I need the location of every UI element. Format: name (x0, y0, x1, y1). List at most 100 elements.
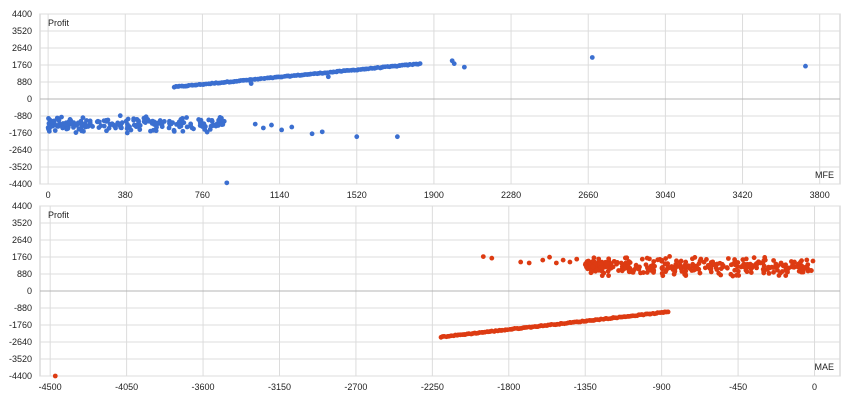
scatter-point (638, 270, 643, 276)
scatter-point (644, 255, 650, 261)
scatter-point (125, 123, 130, 129)
y-tick-label: 2640 (12, 235, 32, 245)
scatter-point (665, 309, 671, 315)
scatter-point (354, 134, 360, 140)
x-axis-label: MAE (814, 362, 834, 372)
y-tick-label: -4400 (9, 371, 32, 381)
scatter-point (708, 264, 714, 270)
y-tick-label: 880 (17, 269, 32, 279)
scatter-point (770, 265, 776, 270)
scatter-point (73, 130, 79, 135)
scatter-point (101, 123, 107, 129)
scatter-point (760, 266, 766, 272)
scatter-point (171, 127, 177, 133)
x-tick-label: 1900 (424, 190, 444, 200)
scatter-point (75, 120, 81, 126)
scatter-point (732, 267, 738, 273)
scatter-point (743, 256, 749, 262)
x-tick-label: 2660 (578, 190, 598, 200)
y-tick-label: 0 (27, 94, 32, 104)
scatter-point (697, 270, 703, 276)
scatter-point (589, 55, 595, 60)
x-tick-label: 3420 (733, 190, 753, 200)
scatter-point (598, 265, 604, 270)
scatter-point (141, 115, 147, 121)
scatter-point (674, 258, 679, 264)
scatter-point (119, 125, 124, 131)
x-tick-label: 3800 (810, 190, 830, 200)
scatter-point (622, 266, 627, 271)
x-tick-label: 380 (118, 190, 133, 200)
x-tick-label: 2280 (501, 190, 521, 200)
scatter-point (636, 266, 642, 272)
x-tick-label: 0 (812, 382, 817, 392)
scatter-point (714, 261, 720, 267)
scatter-point (145, 116, 151, 122)
scatter-point (134, 122, 139, 128)
y-tick-label: 3520 (12, 26, 32, 36)
y-tick-label: -1760 (9, 320, 32, 330)
scatter-point (672, 266, 678, 272)
scatter-point (289, 124, 295, 130)
scatter-point (325, 74, 331, 80)
x-tick-label: -2250 (421, 382, 444, 392)
scatter-point (756, 259, 762, 265)
y-tick-label: -1760 (9, 128, 32, 138)
scatter-point (248, 81, 254, 86)
scatter-point (801, 266, 807, 272)
scatter-point (765, 266, 770, 272)
x-tick-label: 3040 (655, 190, 675, 200)
x-tick-label: -450 (729, 382, 747, 392)
scatter-point (744, 269, 750, 275)
scatter-point (590, 264, 596, 270)
scatter-point (451, 61, 457, 67)
scatter-point (309, 131, 315, 137)
scatter-point (783, 273, 789, 278)
scatter-point (696, 261, 702, 266)
scatter-point (125, 116, 131, 122)
scatter-point (610, 264, 616, 270)
scatter-point (65, 126, 71, 132)
scatter-point (655, 257, 661, 263)
scatter-point (725, 256, 731, 261)
y-tick-label: 3520 (12, 218, 32, 228)
scatter-point (119, 120, 125, 126)
scatter-point (741, 262, 746, 267)
scatter-point (141, 119, 147, 124)
scatter-point (260, 125, 266, 131)
x-tick-label: -1800 (497, 382, 520, 392)
scatter-point (677, 259, 683, 265)
scatter-point (586, 258, 591, 264)
scatter-point (217, 115, 223, 120)
x-tick-label: -900 (653, 382, 671, 392)
scatter-point (771, 269, 776, 275)
x-tick-label: -3600 (192, 382, 215, 392)
scatter-point (804, 257, 810, 263)
scatter-point (109, 121, 115, 127)
scatter-point (184, 124, 190, 130)
scatter-point (749, 262, 755, 268)
scatter-point (319, 129, 325, 135)
scatter-point (560, 257, 566, 263)
scatter-point (724, 265, 730, 270)
scatter-point (209, 117, 215, 123)
x-axis-label: MFE (815, 170, 834, 180)
scatter-point (547, 254, 552, 260)
x-tick-label: -2700 (344, 382, 367, 392)
scatter-point (803, 63, 808, 69)
y-tick-label: 0 (27, 286, 32, 296)
scatter-point (606, 273, 611, 279)
x-tick-label: -1350 (574, 382, 597, 392)
x-tick-label: 1140 (270, 190, 289, 200)
scatter-point (50, 119, 56, 125)
scatter-point (702, 265, 708, 271)
scatter-point (279, 127, 285, 133)
scatter-point (718, 272, 724, 278)
scatter-point (87, 118, 93, 124)
scatter-point (208, 123, 214, 129)
scatter-point (805, 265, 810, 271)
y-tick-label: -2640 (9, 145, 32, 155)
scatter-point (489, 255, 495, 261)
y-tick-label: -2640 (9, 337, 32, 347)
